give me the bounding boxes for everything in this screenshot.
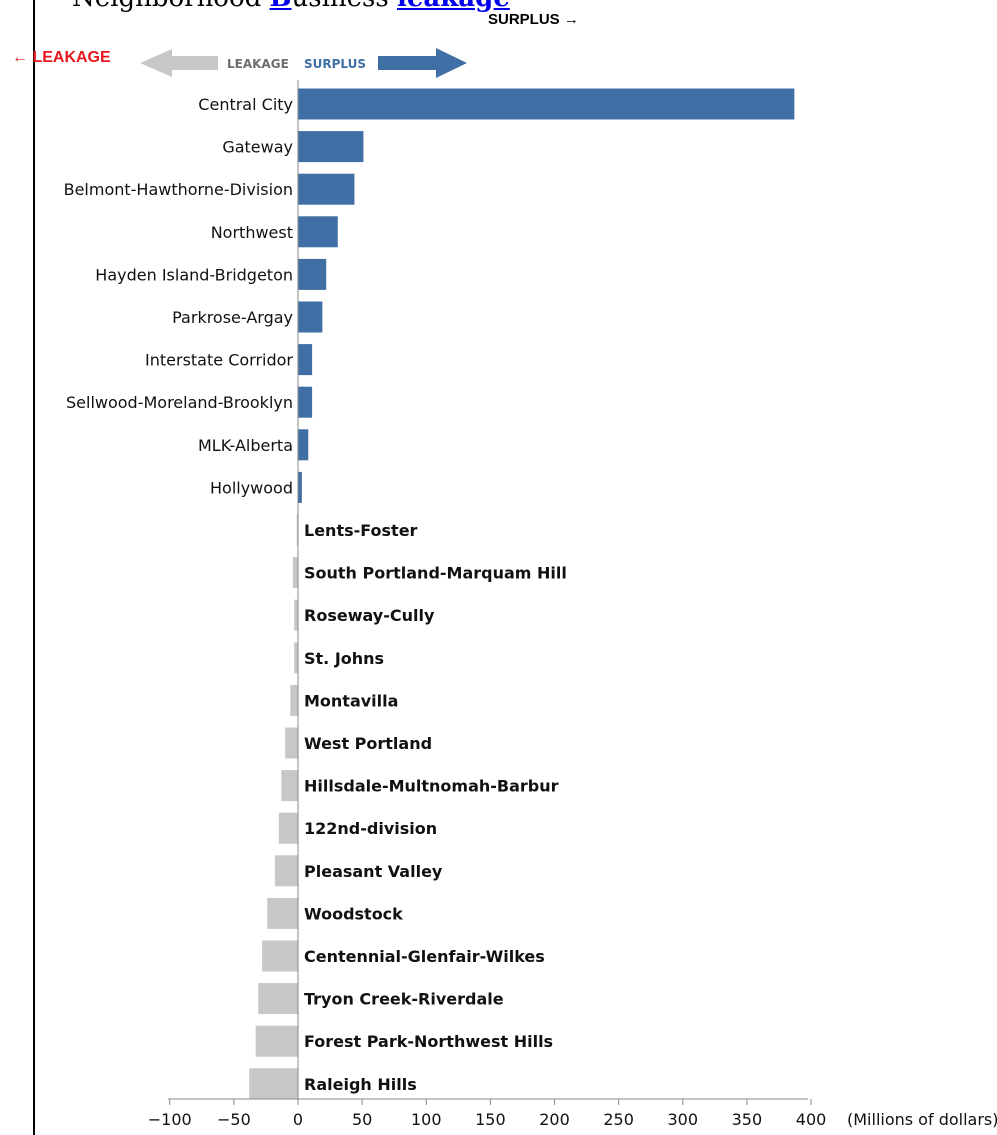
category-label-1: Gateway bbox=[222, 138, 293, 157]
bar-15 bbox=[285, 727, 298, 759]
category-label-2: Belmont-Hawthorne-Division bbox=[64, 180, 293, 199]
x-tick-label-1: −50 bbox=[217, 1110, 251, 1129]
x-tick-label-6: 200 bbox=[539, 1110, 570, 1129]
category-label-14: Montavilla bbox=[304, 691, 398, 710]
bar-8 bbox=[298, 429, 309, 461]
x-tick-label-10: 400 bbox=[796, 1110, 827, 1129]
bar-10 bbox=[296, 514, 299, 546]
x-tick-label-4: 100 bbox=[411, 1110, 442, 1129]
category-label-16: Hillsdale-Multnomah-Barbur bbox=[304, 777, 559, 796]
bar-1 bbox=[298, 131, 364, 163]
page-heading: Neighborhood Business leakage bbox=[72, 0, 510, 13]
category-label-9: Hollywood bbox=[210, 478, 293, 497]
bars-layer bbox=[249, 88, 795, 1100]
bar-17 bbox=[278, 812, 298, 844]
x-tick-label-0: −100 bbox=[148, 1110, 192, 1129]
bar-20 bbox=[262, 940, 298, 972]
category-label-0: Central City bbox=[198, 95, 293, 114]
category-label-4: Hayden Island-Bridgeton bbox=[95, 265, 293, 284]
leakage-arrow-icon bbox=[140, 49, 218, 77]
legend-surplus-label: SURPLUS bbox=[304, 57, 366, 71]
category-label-18: Pleasant Valley bbox=[304, 862, 443, 881]
x-tick-label-8: 300 bbox=[668, 1110, 699, 1129]
bar-11 bbox=[292, 557, 298, 589]
x-tick-label-5: 150 bbox=[475, 1110, 506, 1129]
heading-text-2: usiness bbox=[292, 0, 398, 13]
bar-12 bbox=[294, 599, 298, 631]
surplus-arrow-icon bbox=[378, 48, 467, 78]
category-label-5: Parkrose-Argay bbox=[172, 308, 293, 327]
category-label-6: Interstate Corridor bbox=[145, 351, 293, 370]
category-label-15: West Portland bbox=[304, 734, 432, 753]
bar-5 bbox=[298, 301, 323, 333]
bar-14 bbox=[290, 684, 298, 716]
surplus-annotation: SURPLUS → bbox=[488, 11, 579, 28]
x-axis-ticks: −100 −50 0 50 100 150 200 250 300 350 400 bbox=[148, 1099, 827, 1129]
category-label-20: Centennial-Glenfair-Wilkes bbox=[304, 947, 545, 966]
heading-link-leakage[interactable]: leakage bbox=[397, 0, 510, 13]
category-label-23: Raleigh Hills bbox=[304, 1075, 417, 1094]
bar-19 bbox=[267, 897, 298, 929]
category-label-13: St. Johns bbox=[304, 649, 384, 668]
category-label-7: Sellwood-Moreland-Brooklyn bbox=[66, 393, 293, 412]
x-tick-label-9: 350 bbox=[732, 1110, 763, 1129]
category-label-22: Forest Park-Northwest Hills bbox=[304, 1032, 553, 1051]
bar-21 bbox=[258, 983, 298, 1015]
bar-4 bbox=[298, 258, 327, 290]
category-label-3: Northwest bbox=[211, 223, 293, 242]
page-left-rule bbox=[33, 0, 35, 1135]
category-label-11: South Portland-Marquam Hill bbox=[304, 564, 567, 583]
heading-text-1: Neighborhood bbox=[72, 0, 270, 13]
x-tick-label-7: 250 bbox=[603, 1110, 634, 1129]
leakage-annotation: ← LEAKAGE bbox=[12, 49, 111, 66]
x-tick-label-2: 0 bbox=[293, 1110, 303, 1129]
bar-0 bbox=[298, 88, 795, 120]
heading-link-business[interactable]: B bbox=[270, 0, 292, 13]
bar-23 bbox=[249, 1068, 298, 1100]
category-label-8: MLK-Alberta bbox=[198, 436, 293, 455]
x-tick-label-3: 50 bbox=[352, 1110, 372, 1129]
bar-13 bbox=[294, 642, 298, 674]
category-label-19: Woodstock bbox=[304, 904, 403, 923]
category-label-21: Tryon Creek-Riverdale bbox=[304, 990, 504, 1009]
category-label-17: 122nd-division bbox=[304, 819, 437, 838]
category-labels-layer: Central City Gateway Belmont-Hawthorne-Div… bbox=[64, 95, 567, 1094]
legend-leakage-label: LEAKAGE bbox=[227, 57, 289, 71]
category-label-12: Roseway-Cully bbox=[304, 606, 435, 625]
bar-9 bbox=[298, 471, 302, 503]
bar-16 bbox=[281, 770, 298, 802]
category-label-10: Lents-Foster bbox=[304, 521, 418, 540]
bar-22 bbox=[255, 1025, 298, 1057]
bar-3 bbox=[298, 216, 338, 248]
x-axis-unit-label: (Millions of dollars) bbox=[847, 1110, 997, 1129]
chart-legend: LEAKAGE SURPLUS bbox=[140, 48, 467, 78]
bar-18 bbox=[274, 855, 298, 887]
bar-7 bbox=[298, 386, 313, 418]
bar-2 bbox=[298, 173, 355, 205]
bar-6 bbox=[298, 344, 313, 376]
